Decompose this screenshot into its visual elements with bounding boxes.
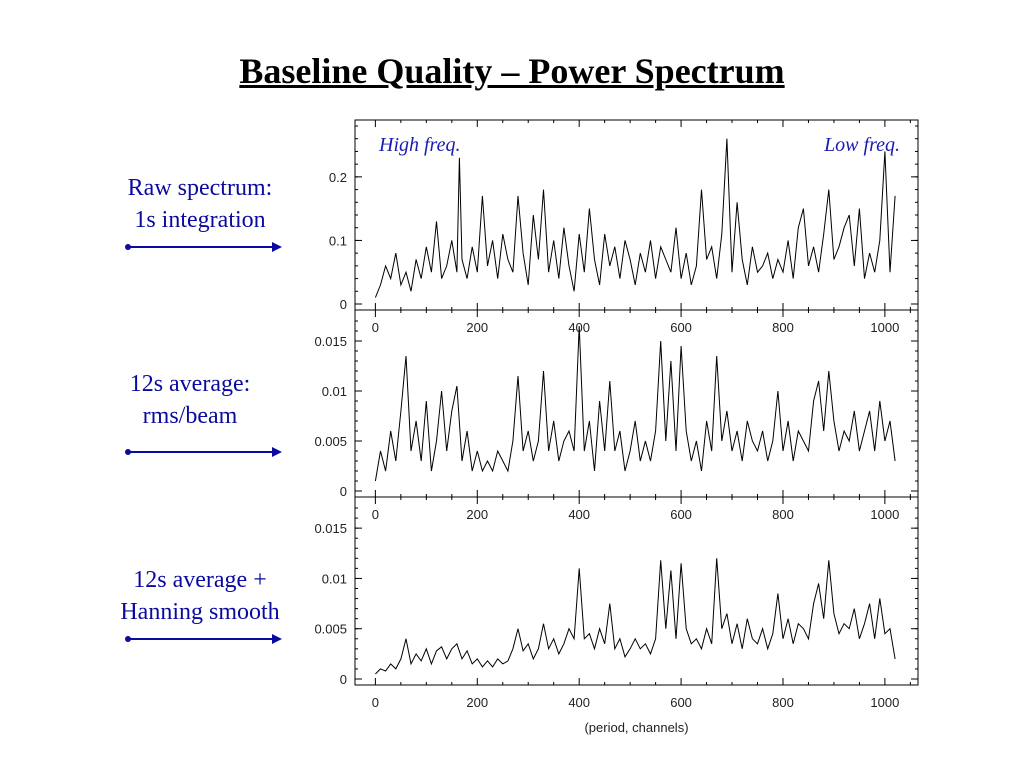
double-arrow-icon: [125, 634, 282, 644]
x-tick-label: 800: [772, 695, 794, 710]
x-tick-label: 200: [466, 320, 488, 335]
side-label-line: 12s average:: [129, 371, 251, 397]
side-label-raw: Raw spectrum: 1s integration: [85, 172, 315, 236]
y-tick-label: 0.2: [329, 170, 347, 185]
slide-title: Baseline Quality – Power Spectrum: [239, 51, 785, 91]
x-tick-label: 600: [670, 507, 692, 522]
x-tick-label: 600: [670, 695, 692, 710]
x-tick-label: 1000: [870, 320, 899, 335]
x-tick-label: 1000: [870, 695, 899, 710]
side-label-line: Raw spectrum:: [127, 175, 273, 201]
spectrum-line: [374, 325, 896, 482]
x-tick-label: 400: [568, 507, 590, 522]
y-tick-label: 0.01: [322, 384, 347, 399]
y-tick-label: 0.015: [314, 521, 347, 536]
x-tick-label: 400: [568, 695, 590, 710]
double-arrow-icon: [125, 447, 282, 457]
x-tick-label: 200: [466, 695, 488, 710]
spectrum-line: [375, 558, 896, 675]
y-tick-label: 0.005: [314, 434, 347, 449]
y-tick-label: 0: [340, 672, 347, 687]
x-tick-label: 1000: [870, 507, 899, 522]
x-tick-label: 600: [670, 320, 692, 335]
x-axis-label: (period, channels): [584, 720, 688, 735]
x-tick-label: 0: [372, 695, 379, 710]
side-label-line: rms/beam: [142, 403, 238, 429]
x-tick-label: 0: [372, 320, 379, 335]
plot-frame: [354, 309, 919, 498]
y-tick-label: 0.015: [314, 334, 347, 349]
x-tick-label: 800: [772, 320, 794, 335]
x-tick-label: 0: [372, 507, 379, 522]
side-label-hanning: 12s average + Hanning smooth: [85, 564, 315, 628]
side-label-line: 1s integration: [134, 207, 266, 233]
x-tick-label: 800: [772, 507, 794, 522]
annotation-high-freq: High freq.: [378, 134, 460, 156]
y-tick-label: 0: [340, 297, 347, 312]
y-tick-label: 0: [340, 484, 347, 499]
x-tick-label: 200: [466, 507, 488, 522]
side-label-average: 12s average: rms/beam: [75, 368, 305, 432]
spectrum-line: [374, 138, 896, 298]
y-tick-label: 0.005: [314, 622, 347, 637]
annotation-low-freq: Low freq.: [823, 134, 900, 156]
y-tick-label: 0.01: [322, 571, 347, 586]
double-arrow-icon: [125, 242, 282, 252]
y-tick-label: 0.1: [329, 233, 347, 248]
side-label-line: Hanning smooth: [120, 599, 280, 625]
side-label-line: 12s average +: [133, 567, 267, 593]
plot-frame: [354, 496, 919, 686]
